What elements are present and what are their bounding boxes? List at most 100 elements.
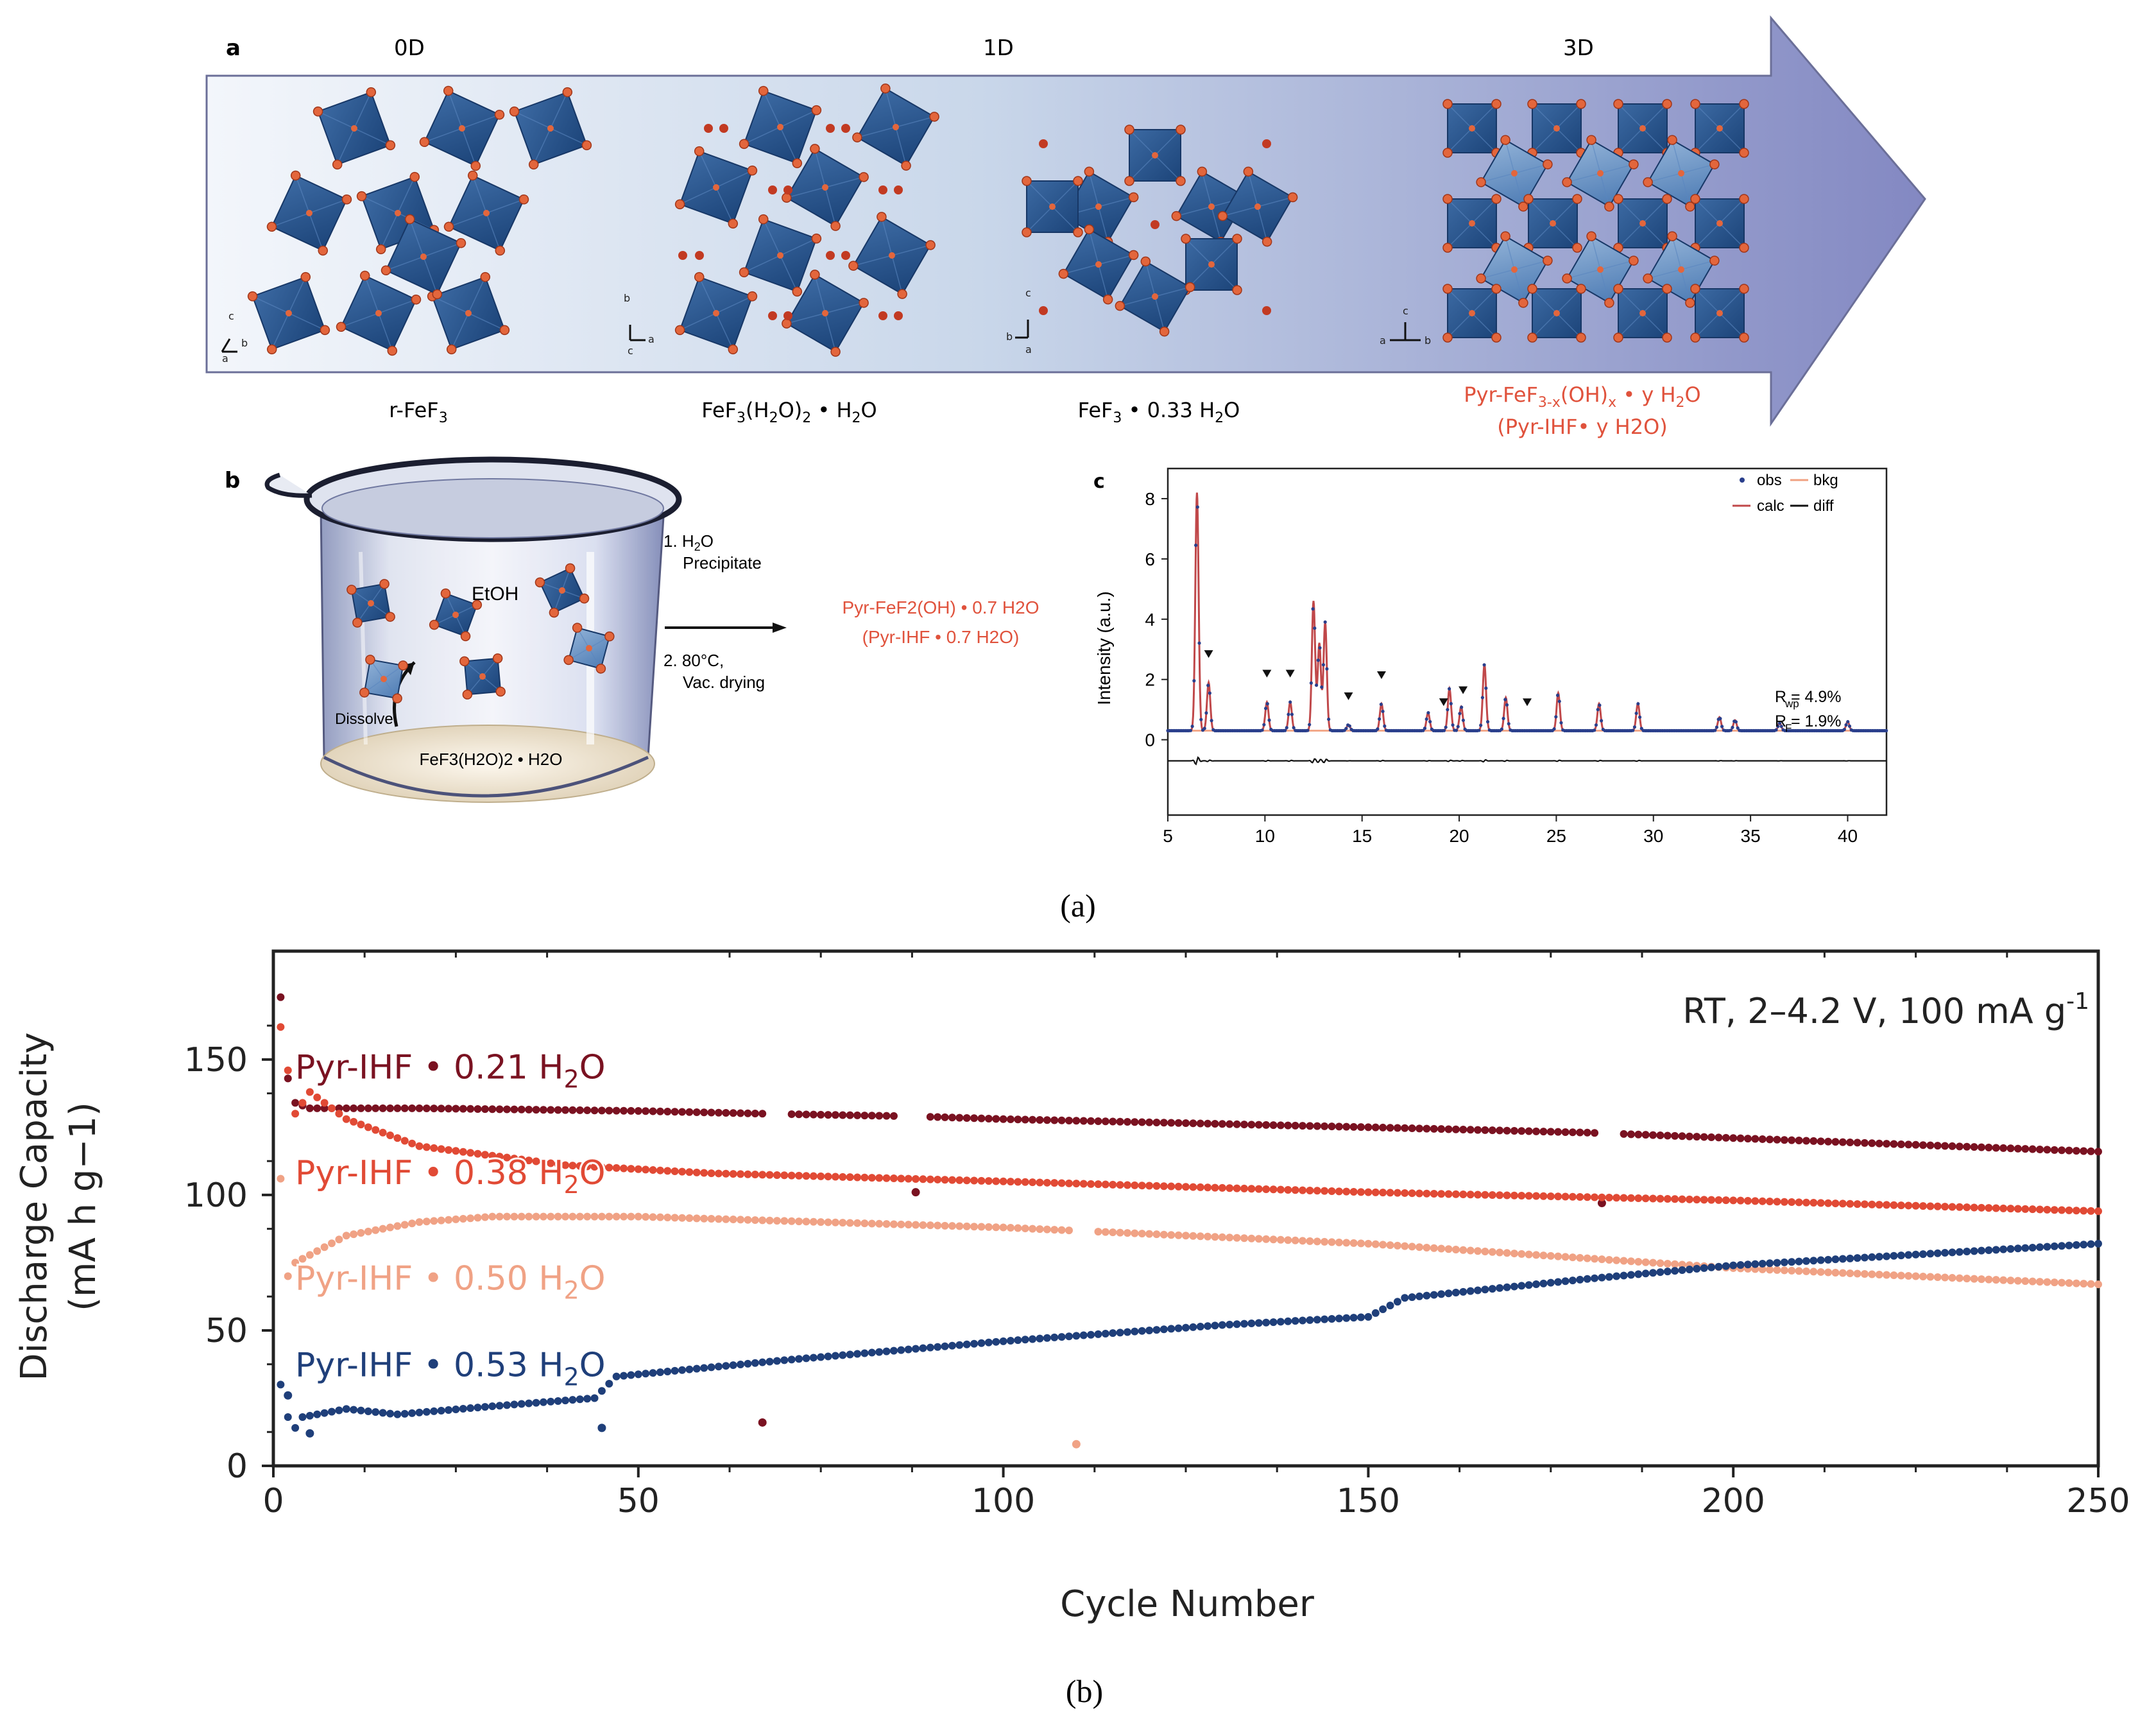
fluorine-atom: [1500, 135, 1510, 145]
cycling-point: [532, 1212, 540, 1221]
fluorine-atom: [1527, 99, 1537, 109]
cycling-point: [1583, 1128, 1591, 1137]
cycling-point: [1189, 1119, 1197, 1128]
cycling-point: [1079, 1180, 1088, 1188]
cycling-point: [831, 1352, 839, 1360]
cycling-x-tick-label: 0: [262, 1482, 284, 1520]
cycling-point: [1408, 1243, 1416, 1251]
fluorine-atom: [346, 585, 357, 595]
axis-label: c: [628, 345, 633, 357]
fluorine-atom: [499, 325, 510, 336]
fluorine-atom: [300, 271, 311, 282]
cycling-point: [642, 1370, 650, 1378]
iron-atom: [1716, 310, 1723, 316]
cycling-point: [955, 1222, 964, 1230]
cycling-point: [1751, 1135, 1759, 1143]
cycling-point: [2014, 1144, 2022, 1153]
cycling-point: [1043, 1225, 1051, 1234]
fluorine-atom: [443, 85, 454, 96]
fluorine-atom: [1073, 176, 1083, 186]
xrd-ylabel: Intensity (a.u.): [1094, 591, 1114, 705]
cycling-point: [1459, 1287, 1467, 1296]
fluorine-atom: [859, 298, 869, 308]
step2-label: 2. 80°C,: [663, 651, 724, 670]
cycling-point: [1955, 1203, 1964, 1211]
cycling-point: [1488, 1248, 1496, 1256]
cycling-point: [1824, 1268, 1833, 1277]
cycling-point: [364, 1227, 372, 1235]
cycling-point: [612, 1106, 620, 1115]
cycling-point: [1897, 1251, 1905, 1260]
fluorine-atom: [1128, 192, 1139, 203]
fluorine-atom: [456, 237, 466, 248]
cycling-point: [1620, 1194, 1628, 1202]
cycling-point: [612, 1212, 620, 1221]
cycling-point: [1364, 1312, 1373, 1321]
octahedron: [419, 85, 505, 171]
cycling-point: [1451, 1190, 1460, 1198]
cycling-point: [1036, 1225, 1044, 1234]
octahedron: [1690, 284, 1749, 343]
cycling-point: [904, 1345, 912, 1354]
fluorine-atom: [1527, 332, 1537, 343]
cycling-point: [1123, 1328, 1131, 1336]
cycling-point: [1247, 1234, 1256, 1243]
cycling-point: [977, 1114, 986, 1122]
water-oxygen-atom: [894, 185, 903, 194]
cycling-point: [627, 1371, 635, 1379]
cycling-point: [1014, 1336, 1022, 1345]
fluorine-atom: [1022, 227, 1032, 237]
xrd-obs-point: [1265, 702, 1269, 706]
cycling-point: [919, 1175, 927, 1183]
series-label: Pyr-IHF • 0.53 H2O: [295, 1346, 606, 1391]
cycling-point: [1233, 1184, 1241, 1192]
cycling-point: [1342, 1187, 1351, 1196]
cycling-point: [1379, 1189, 1387, 1197]
cycling-point: [1335, 1122, 1343, 1131]
cycling-point: [1707, 1263, 1716, 1271]
xrd-peak-marker: [1285, 669, 1295, 678]
xrd-frame: [1167, 467, 1888, 816]
cycling-point: [1254, 1121, 1263, 1129]
cycling-point: [612, 1164, 620, 1172]
cycling-point: [1386, 1124, 1394, 1132]
cycling-point: [1043, 1334, 1051, 1342]
cycling-point: [1196, 1183, 1204, 1191]
xrd-obs-point: [1313, 626, 1317, 630]
cycling-point: [722, 1362, 730, 1370]
cycling-point: [714, 1363, 723, 1371]
iron-atom: [1597, 266, 1604, 273]
fluorine-atom: [1287, 192, 1298, 203]
cycling-point: [1656, 1259, 1664, 1268]
xrd-peak-marker: [1439, 698, 1448, 707]
cycling-point: [1875, 1253, 1883, 1261]
xrd-obs-point: [1449, 701, 1453, 705]
cycling-point: [853, 1219, 862, 1227]
cycling-point: [291, 1259, 300, 1267]
cycling-point: [1678, 1260, 1686, 1269]
cycling-point: [1043, 1178, 1051, 1187]
cycling-point: [948, 1222, 956, 1230]
cycling-point: [663, 1108, 672, 1116]
cycling-point: [1321, 1122, 1329, 1130]
cycling-point: [1211, 1120, 1219, 1128]
cycling-point: [1788, 1266, 1796, 1275]
cycling-point: [408, 1104, 416, 1112]
cycling-point: [1204, 1119, 1212, 1128]
fluorine-atom: [1739, 194, 1749, 204]
cycling-point: [1539, 1128, 1548, 1136]
dim-label-3d: 3D: [1563, 35, 1594, 61]
xrd-obs-point: [1479, 723, 1483, 727]
cycling-point: [729, 1170, 737, 1178]
cycling-point: [525, 1105, 533, 1114]
cycling-point: [1065, 1226, 1073, 1235]
fluorine-atom: [1176, 125, 1186, 135]
cycling-point: [1087, 1180, 1095, 1188]
cycling-point: [298, 1255, 307, 1263]
series-label-sub: 2: [563, 1363, 579, 1391]
cycling-point: [1123, 1118, 1131, 1126]
cycling-point: [1831, 1255, 1840, 1264]
cycling-point: [1101, 1330, 1109, 1338]
iron-atom: [1678, 266, 1684, 273]
cycling-point: [1919, 1141, 1927, 1149]
